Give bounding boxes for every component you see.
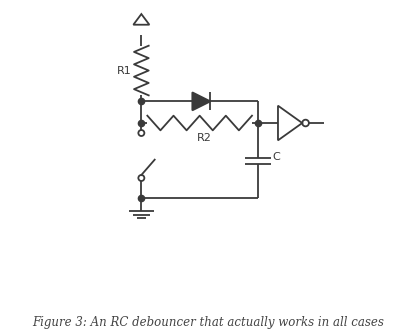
Text: R2: R2 bbox=[197, 133, 212, 143]
Text: C: C bbox=[272, 152, 280, 162]
Text: R1: R1 bbox=[116, 66, 131, 76]
Text: Figure 3: An RC debouncer that actually works in all cases: Figure 3: An RC debouncer that actually … bbox=[32, 317, 384, 330]
Polygon shape bbox=[192, 92, 210, 110]
